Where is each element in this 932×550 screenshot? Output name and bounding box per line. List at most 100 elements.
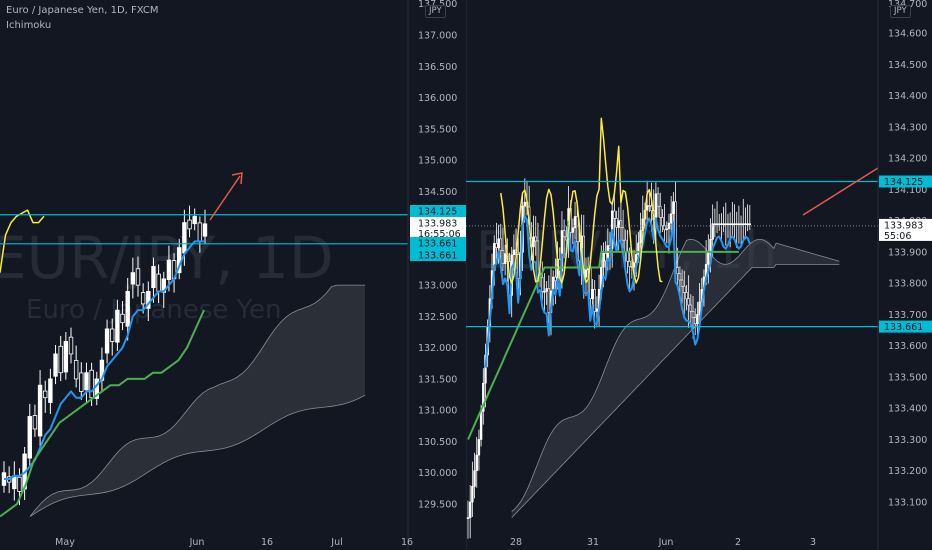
- candle: [110, 318, 115, 356]
- y-tick-label: 133.200: [888, 466, 927, 477]
- candle: [735, 211, 738, 248]
- candle: [466, 500, 470, 539]
- candle: [43, 380, 48, 413]
- x-tick-label: 2: [735, 537, 741, 548]
- y-tick-label: 133.900: [888, 247, 927, 258]
- tenkan-line-right: [484, 215, 751, 368]
- candle: [713, 208, 717, 238]
- candle: [48, 368, 53, 414]
- y-tick-label: 131.000: [418, 406, 457, 417]
- x-tick-label: 16: [261, 537, 273, 548]
- price-tag-label: 133.661: [418, 239, 457, 250]
- candle: [27, 403, 32, 466]
- candle: [482, 368, 485, 425]
- candle: [685, 285, 688, 311]
- candle: [547, 275, 551, 323]
- candle: [571, 218, 575, 245]
- price-tag-label: 133.661: [418, 251, 457, 262]
- trend-arrow-line: [209, 175, 241, 221]
- candle: [744, 207, 747, 240]
- y-tick-label: 133.300: [888, 435, 927, 446]
- candle: [678, 266, 682, 295]
- candle: [613, 189, 616, 240]
- candle: [573, 201, 577, 240]
- candle: [37, 370, 43, 452]
- price-tag-countdown: 16:55:06: [418, 229, 461, 240]
- y-tick-label: 134.600: [888, 29, 927, 40]
- candle: [58, 335, 63, 382]
- candle: [1, 461, 7, 493]
- y-tick-label: 133.600: [888, 341, 927, 352]
- right-chart-pane[interactable]: EUR/JPY, 1h134.700134.600134.500134.4001…: [466, 0, 932, 550]
- candle: [151, 257, 156, 303]
- x-tick-label: May: [55, 537, 75, 548]
- candle: [146, 281, 151, 322]
- candle: [541, 261, 544, 301]
- indicator-label[interactable]: Ichimoku: [6, 20, 52, 31]
- candle: [680, 269, 684, 304]
- y-tick-label: 134.300: [888, 122, 927, 133]
- x-tick-label: Jun: [658, 537, 674, 548]
- candle: [615, 210, 618, 252]
- candle: [554, 258, 557, 305]
- candle: [742, 198, 745, 241]
- candle: [475, 436, 478, 488]
- candle: [140, 283, 146, 314]
- right-chart-svg[interactable]: EUR/JPY, 1h134.700134.600134.500134.4001…: [466, 0, 932, 550]
- candle: [68, 327, 74, 364]
- y-tick-label: 132.000: [418, 343, 457, 354]
- candle: [689, 294, 693, 328]
- x-tick-label: 31: [587, 537, 599, 548]
- ichimoku-cloud-right: [511, 239, 840, 518]
- candle: [99, 347, 105, 393]
- y-tick-label: 133.400: [888, 404, 927, 415]
- candle: [32, 404, 38, 437]
- y-tick-label: 130.500: [418, 437, 457, 448]
- price-tag-bg: [879, 320, 932, 333]
- right-currency-label[interactable]: JPY: [890, 5, 911, 18]
- ichimoku-cloud: [30, 285, 365, 517]
- candle: [473, 452, 476, 499]
- candle: [468, 485, 472, 539]
- price-tag-label: 133.661: [884, 322, 923, 333]
- price-tag-bg: [410, 249, 466, 261]
- candle: [676, 247, 679, 286]
- price-tag-bg: [879, 218, 932, 241]
- kijun-line: [0, 209, 45, 273]
- left-currency-label[interactable]: JPY: [425, 5, 446, 18]
- candle: [656, 187, 660, 218]
- y-tick-label: 131.500: [418, 374, 457, 385]
- senkou-span-b-right: [511, 263, 840, 518]
- candle: [739, 215, 743, 247]
- candle: [731, 202, 734, 236]
- price-tag-countdown: 55:06: [884, 231, 911, 242]
- candle: [471, 461, 474, 517]
- price-tag-label: 133.983: [418, 219, 457, 230]
- candle: [591, 279, 594, 306]
- candle: [733, 204, 736, 238]
- y-tick-label: 134.200: [888, 154, 927, 165]
- x-tick-label: Jun: [189, 537, 205, 548]
- candle: [477, 429, 481, 471]
- candle: [125, 277, 130, 341]
- candle: [562, 219, 566, 259]
- candle: [720, 213, 723, 240]
- candle: [737, 205, 741, 244]
- y-tick-label: 134.500: [888, 60, 927, 71]
- candle: [104, 319, 110, 364]
- price-tag-label: 134.125: [418, 207, 457, 218]
- senkou-span-b: [29, 394, 366, 517]
- candle: [715, 201, 719, 233]
- y-tick-label: 135.500: [418, 124, 457, 135]
- price-tag-label: 133.983: [884, 220, 923, 231]
- candle: [746, 204, 749, 232]
- y-tick-label: 133.000: [418, 281, 457, 292]
- candle: [79, 362, 84, 400]
- candle: [187, 205, 192, 238]
- x-tick-label: 28: [510, 537, 522, 548]
- candle: [534, 216, 537, 256]
- candle: [645, 180, 649, 224]
- candle: [495, 222, 498, 260]
